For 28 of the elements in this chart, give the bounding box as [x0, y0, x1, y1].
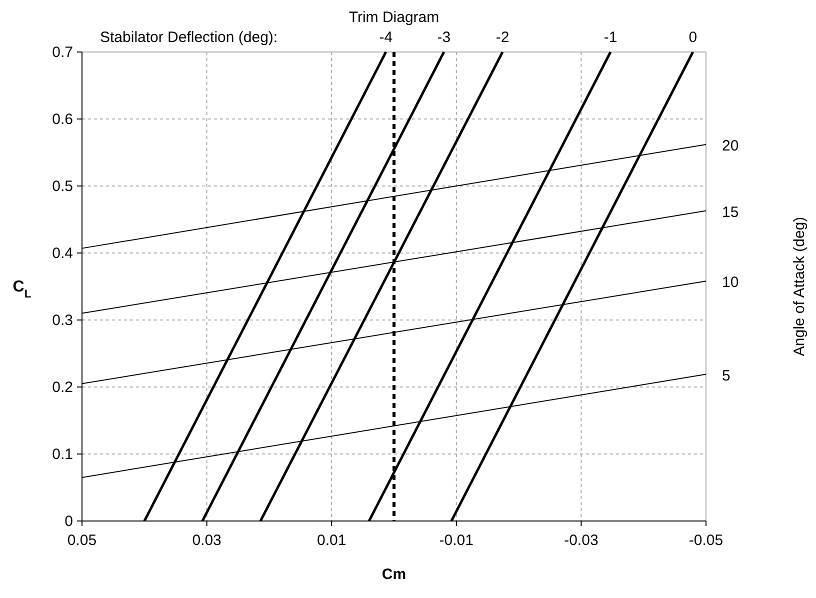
- x-tick-label: -0.03: [564, 532, 598, 549]
- x-tick-label: -0.05: [688, 532, 724, 549]
- x-tick-label: 0.01: [317, 532, 346, 549]
- y-axis-title: C$_{L}$: [12, 278, 32, 300]
- text: Stabilator Deflection (deg):: [100, 29, 278, 46]
- x-tick-label: 0.05: [67, 532, 97, 549]
- series-label: -1: [604, 29, 618, 46]
- x-tick-label: 0.03: [192, 532, 222, 549]
- series-label: -4: [379, 29, 393, 46]
- series-label: 5: [722, 367, 730, 384]
- y-tick-label: 0.3: [52, 312, 73, 329]
- series-label: 15: [722, 204, 739, 221]
- series-label: 20: [722, 137, 739, 154]
- y-tick-label: 0.7: [52, 44, 73, 61]
- y-tick-label: 0.4: [52, 245, 73, 262]
- series-label: 0: [688, 29, 698, 46]
- series-label: 10: [722, 274, 739, 292]
- y-tick-label: 0.1: [52, 446, 73, 463]
- series-label: -2: [496, 29, 510, 46]
- chart-title: Trim Diagram: [348, 9, 440, 26]
- x-axis-title: Cm: [382, 566, 406, 583]
- y-tick-label: 0.6: [52, 111, 73, 128]
- text: Angle of Attack (deg): [791, 216, 808, 356]
- x-tick-label: -0.01: [439, 532, 474, 549]
- y-tick-label: 0.2: [52, 379, 73, 396]
- y-tick-label: 0.5: [52, 178, 73, 195]
- series-label: -3: [437, 29, 451, 46]
- y-tick-label: 0: [64, 513, 73, 530]
